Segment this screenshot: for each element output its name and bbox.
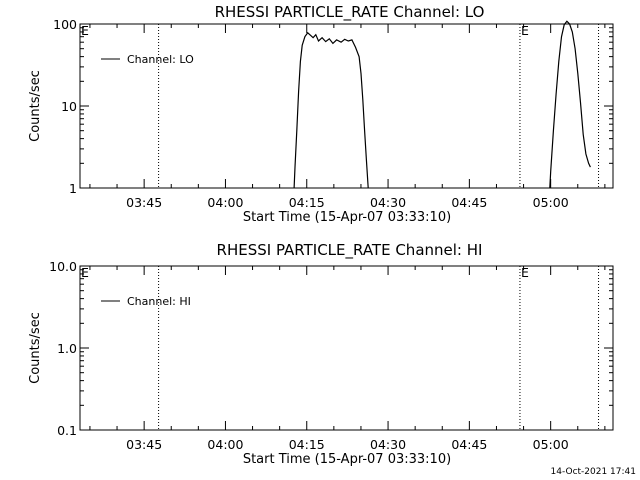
x-tick-label: 04:30 [370,437,406,452]
x-tick-label: 04:15 [289,437,325,452]
legend-label: Channel: HI [127,295,191,308]
series-line-channel-lo [549,20,591,189]
x-tick-label: 05:00 [533,195,569,210]
x-tick-label: 04:15 [289,195,325,210]
left-marker-label: E [81,265,89,280]
x-tick-label: 05:00 [533,437,569,452]
x-tick-label: 04:00 [207,195,243,210]
x-tick-label: 03:45 [126,437,162,452]
y-tick-label: 1 [69,181,77,196]
footer-timestamp: 14-Oct-2021 17:41 [551,467,636,477]
y-tick-label: 10 [61,99,77,114]
event-marker-label: E [521,265,529,280]
x-tick-label: 03:45 [126,195,162,210]
x-axis-label: Start Time (15-Apr-07 03:33:10) [243,452,451,467]
left-marker-label: E [81,23,89,38]
plot-frame [79,23,614,189]
x-axis-label: Start Time (15-Apr-07 03:33:10) [243,210,451,225]
y-axis-label: Counts/sec [28,70,43,142]
x-tick-label: 04:30 [370,195,406,210]
x-tick-label: 04:45 [451,195,487,210]
series-line-channel-lo [293,31,369,189]
panel-lo: RHESSI PARTICLE_RATE Channel: LO Start Ti… [28,3,614,225]
y-tick-label: 100 [53,17,77,32]
y-tick-label: 1.0 [57,341,77,356]
y-tick-label: 0.1 [57,423,77,438]
x-tick-label: 04:00 [207,437,243,452]
event-marker-label: E [521,23,529,38]
plot-frame [79,265,614,431]
x-tick-label: 04:45 [451,437,487,452]
panel-hi: RHESSI PARTICLE_RATE Channel: HI Start Ti… [28,241,614,467]
chart-title: RHESSI PARTICLE_RATE Channel: LO [215,3,485,22]
y-axis-label: Counts/sec [28,312,43,384]
y-tick-label: 10.0 [49,259,77,274]
chart-title: RHESSI PARTICLE_RATE Channel: HI [217,241,483,260]
legend-label: Channel: LO [127,53,194,66]
